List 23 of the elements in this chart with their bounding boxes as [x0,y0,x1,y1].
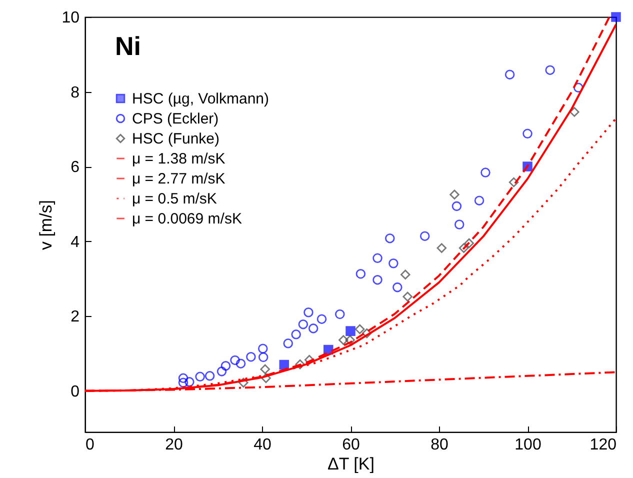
annotation: Ni [115,31,141,61]
legend-label: CPS (Eckler) [132,110,219,128]
x-tick-label: 80 [430,436,448,454]
x-tick-label: 120 [590,436,617,454]
y-tick-label: 10 [62,10,80,26]
x-axis-title: ΔT [K] [328,454,374,474]
legend-label: μ = 0.0069 m/sK [132,210,242,228]
x-tick-label: 0 [86,436,94,454]
x-tick-label: 40 [254,436,272,454]
x-tick-label: 20 [165,436,183,454]
y-tick-label: 0 [70,383,80,400]
legend-label: μ = 1.38 m/sK [132,150,226,168]
y-tick-label: 6 [70,159,80,176]
y-tick-label: 4 [70,234,80,251]
x-tick-label: 60 [342,436,360,454]
y-axis-title: v [m/s] [36,200,56,250]
x-tick-label: 100 [514,436,542,454]
legend-label: HSC (µg, Volkmann) [132,90,270,108]
y-tick-label: 2 [70,308,80,326]
legend-label: HSC (Funke) [132,130,220,148]
legend-label: μ = 0.5 m/sK [132,190,217,208]
legend-label: μ = 2.77 m/sK [132,170,226,188]
y-tick-label: 8 [70,84,80,102]
